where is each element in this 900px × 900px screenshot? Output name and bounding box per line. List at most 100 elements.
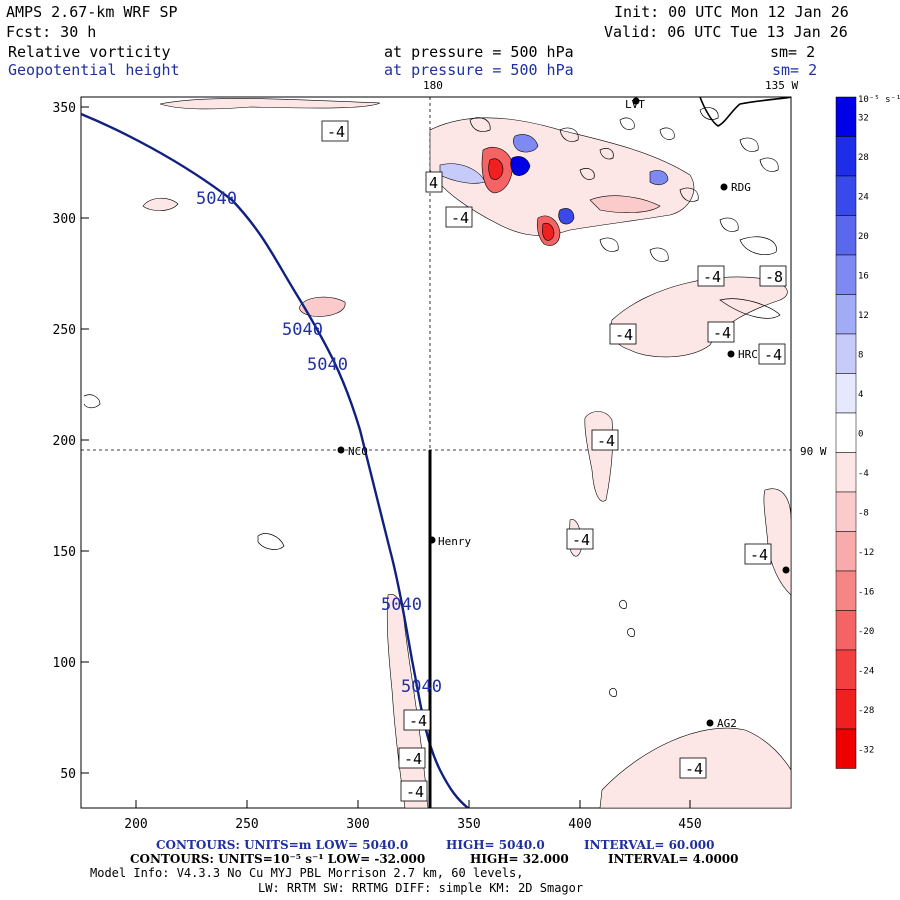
y-tick-label: 100 (53, 656, 76, 671)
colorbar-segment (835, 96, 857, 137)
vorticity-contours (83, 107, 781, 697)
footer-vort-high: HIGH= 32.000 (470, 852, 569, 866)
vorticity-label: -4 (327, 123, 345, 141)
y-tick-label: 350 (53, 101, 76, 116)
colorbar-segment (835, 175, 857, 216)
colorbar-tick-label: -20 (858, 627, 874, 637)
x-tick-label: 450 (678, 817, 701, 832)
station-label: HRC (738, 348, 758, 361)
vorticity-label: -4 (615, 326, 633, 344)
colorbar-segment (835, 570, 857, 611)
graticule-label-135w: 135 W (765, 79, 798, 92)
station-label: AG2 (717, 717, 737, 730)
footer-height-interval: INTERVAL= 60.000 (584, 838, 715, 852)
colorbar-tick-label: 12 (858, 311, 869, 321)
colorbar-segment (835, 333, 857, 374)
x-tick-label: 350 (457, 817, 480, 832)
footer-physics-info: LW: RRTM SW: RRTMG DIFF: simple KM: 2D S… (258, 881, 584, 895)
vorticity-label: -4 (685, 760, 703, 778)
x-tick-label: 300 (346, 817, 369, 832)
field2-level: at pressure = 500 hPa (384, 61, 574, 79)
vorticity-label: -4 (597, 432, 615, 450)
height-contour-label: 5040 (282, 320, 323, 340)
station-lvt-marker (632, 97, 640, 105)
vorticity-label: -8 (765, 268, 783, 286)
y-tick-label: 50 (60, 767, 76, 782)
x-tick-label: 400 (568, 817, 591, 832)
colorbar-tick-label: -28 (858, 706, 874, 716)
init-time: Init: 00 UTC Mon 12 Jan 26 (614, 3, 849, 21)
colorbar-segment (835, 531, 857, 572)
colorbar-segment (835, 215, 857, 256)
footer-height-contours: CONTOURS: UNITS=m LOW= 5040.0 (156, 838, 409, 852)
station-ag2-marker (706, 719, 714, 727)
field2-smoothing: sm= 2 (772, 61, 818, 79)
station-label: RDG (731, 181, 751, 194)
axis-ticks (81, 106, 691, 808)
forecast-hour: Fcst: 30 h (6, 23, 97, 41)
station-henry-marker (428, 536, 436, 544)
footer-height-high: HIGH= 5040.0 (446, 838, 545, 852)
field1-name: Relative vorticity (8, 43, 171, 61)
x-tick-label: 200 (124, 817, 147, 832)
colorbar-tick-label: 16 (858, 272, 869, 282)
vorticity-label: -4 (572, 531, 590, 549)
station-label: NCO (348, 445, 368, 458)
colorbar-segment (835, 294, 857, 335)
colorbar-segment (835, 610, 857, 651)
colorbar-segment (835, 452, 857, 493)
colorbar-tick-label: -24 (858, 667, 874, 677)
vorticity-label: -4 (750, 546, 768, 564)
colorbar-segment (835, 649, 857, 690)
colorbar-tick-label: 4 (858, 390, 863, 400)
vorticity-label: -4 (764, 346, 782, 364)
footer-vort-contours: CONTOURS: UNITS=10⁻⁵ s⁻¹ LOW= -32.000 (130, 852, 426, 866)
vorticity-label: -4 (404, 750, 422, 768)
footer-vort-interval: INTERVAL= 4.0000 (608, 852, 739, 866)
plot-frame (80, 96, 792, 809)
height-contour-label: 5040 (196, 189, 237, 209)
vorticity-label: -4 (451, 209, 469, 227)
graticule-label-90w: 90 W (800, 445, 827, 458)
colorbar-unit: 10⁻⁵ s⁻¹ (858, 95, 900, 105)
colorbar-segment (835, 254, 857, 295)
colorbar-tick-label: -12 (858, 548, 874, 558)
field1-level: at pressure = 500 hPa (384, 43, 574, 61)
coastline (699, 96, 792, 127)
height-contour-label: 5040 (381, 595, 422, 615)
station-hrc-marker (727, 350, 735, 358)
height-contour-label: 5040 (401, 677, 442, 697)
station-edge-marker (782, 566, 790, 574)
colorbar-segment (835, 412, 857, 453)
field1-smoothing: sm= 2 (770, 43, 816, 61)
height-contour-label: 5040 (307, 355, 348, 375)
graticule-label-180: 180 (423, 79, 443, 92)
colorbar-tick-label: 32 (858, 114, 869, 124)
station-label: LVT (625, 98, 645, 111)
colorbar-tick-label: 0 (858, 430, 863, 440)
station-markers (337, 97, 790, 727)
model-title: AMPS 2.67-km WRF SP (6, 3, 178, 21)
vorticity-label: 4 (429, 174, 438, 192)
colorbar-tick-label: 8 (858, 351, 863, 361)
colorbar-tick-label: 20 (858, 232, 869, 242)
y-tick-label: 150 (53, 545, 76, 560)
field2-name: Geopotential height (8, 61, 180, 79)
x-tick-label: 250 (235, 817, 258, 832)
colorbar-tick-label: -4 (858, 469, 869, 479)
y-tick-label: 250 (53, 323, 76, 338)
vorticity-label: -4 (703, 268, 721, 286)
vorticity-label: -4 (406, 783, 424, 801)
station-rdg-marker (720, 183, 728, 191)
station-label: Henry (438, 535, 471, 548)
colorbar-tick-label: -32 (858, 746, 874, 756)
valid-time: Valid: 06 UTC Tue 13 Jan 26 (604, 23, 848, 41)
colorbar-segment (835, 136, 857, 177)
colorbar: 32 28 24 20 16 12 8 4 0 -4 -8 -12 -16 -20 -24 -28 -32 (835, 96, 874, 769)
colorbar-segment (835, 491, 857, 532)
colorbar-tick-label: 24 (858, 193, 869, 203)
station-nco-marker (337, 446, 345, 454)
colorbar-segment (835, 689, 857, 730)
vorticity-label: -4 (409, 712, 427, 730)
